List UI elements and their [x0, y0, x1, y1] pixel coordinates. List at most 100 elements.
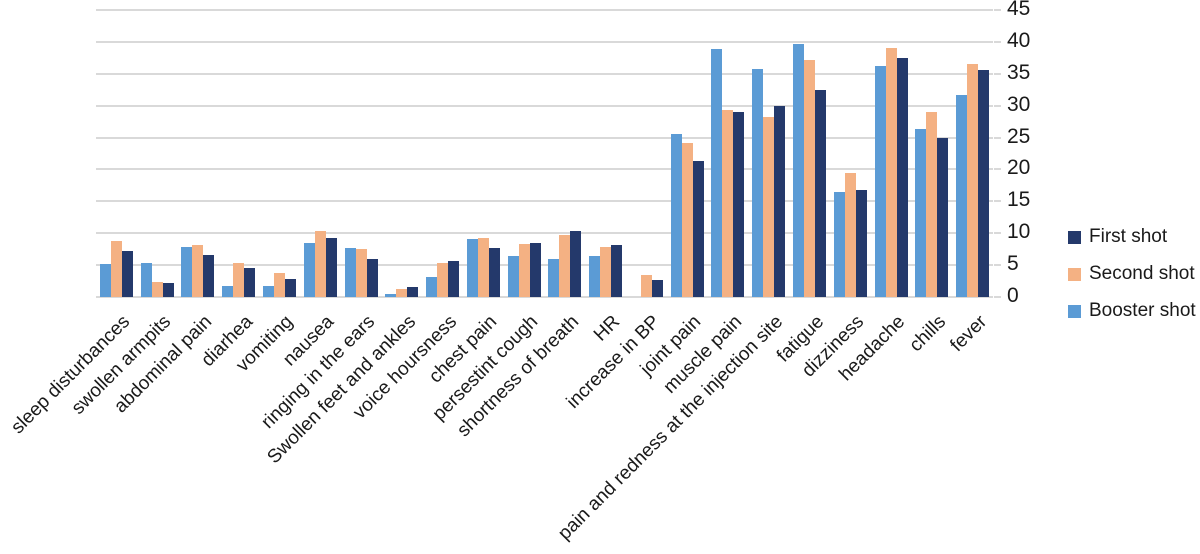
- bar-first-shot-diarhea: [244, 268, 256, 297]
- legend-label-booster-shot: Booster shot: [1089, 300, 1196, 321]
- bar-second-shot-nausea: [314, 230, 326, 297]
- y-tick-5: [994, 264, 1001, 267]
- bar-first-shot-vomiting: [284, 279, 296, 297]
- bar-first-shot-fever: [978, 69, 990, 297]
- y-tick-30: [994, 104, 1001, 107]
- bar-first-shot-swollen-feet-and-ankles: [407, 287, 419, 297]
- bar-first-shot-hr: [611, 244, 623, 297]
- y-axis-label-15: 15: [1007, 188, 1031, 212]
- gridline-40: [96, 40, 993, 43]
- bar-first-shot-dizziness: [855, 189, 867, 297]
- bar-first-shot-chills: [937, 138, 949, 297]
- bar-booster-shot-sleep-disturbances: [99, 263, 111, 297]
- y-tick-35: [994, 72, 1001, 75]
- bar-booster-shot-abdominal-pain: [181, 247, 193, 297]
- legend-swatch-second-shot: [1068, 267, 1081, 281]
- legend-label-second-shot: Second shot: [1089, 263, 1195, 284]
- y-tick-15: [994, 200, 1001, 203]
- gridline-20: [96, 168, 993, 171]
- bar-first-shot-sleep-disturbances: [121, 251, 133, 297]
- y-tick-40: [994, 40, 1001, 43]
- y-axis-label-0: 0: [1007, 284, 1019, 308]
- bar-booster-shot-headache: [874, 66, 886, 297]
- bar-first-shot-swollen-armpits: [162, 282, 174, 297]
- bar-booster-shot-ringing-in-the-ears: [344, 247, 356, 297]
- legend-label-first-shot: First shot: [1089, 226, 1168, 247]
- bar-booster-shot-chest-pain: [466, 238, 478, 297]
- y-axis-label-40: 40: [1007, 28, 1031, 52]
- bar-second-shot-dizziness: [844, 173, 856, 297]
- bar-first-shot-ringing-in-the-ears: [366, 258, 378, 297]
- y-axis-label-45: 45: [1007, 0, 1031, 21]
- bar-second-shot-joint-pain: [681, 142, 693, 297]
- y-axis-label-25: 25: [1007, 124, 1031, 148]
- y-tick-25: [994, 136, 1001, 139]
- bar-booster-shot-chills: [915, 129, 927, 297]
- bar-booster-shot-hr: [589, 256, 601, 297]
- bar-second-shot-fever: [967, 63, 979, 297]
- y-axis-label-10: 10: [1007, 220, 1031, 244]
- y-tick-20: [994, 168, 1001, 171]
- gridline-10: [96, 232, 993, 235]
- bar-booster-shot-nausea: [303, 242, 315, 297]
- y-axis-label-20: 20: [1007, 156, 1031, 180]
- legend-item-second-shot: Second shot: [1068, 263, 1195, 285]
- bar-second-shot-swollen-armpits: [151, 281, 163, 297]
- gridline-45: [96, 9, 993, 11]
- gridline-30: [96, 104, 993, 107]
- bar-booster-shot-fatigue: [793, 44, 805, 297]
- bar-first-shot-muscle-pain: [733, 112, 745, 297]
- bar-second-shot-abdominal-pain: [192, 245, 204, 297]
- bar-second-shot-ringing-in-the-ears: [355, 248, 367, 297]
- y-axis-label-30: 30: [1007, 92, 1031, 116]
- legend-swatch-first-shot: [1068, 230, 1081, 244]
- bar-booster-shot-muscle-pain: [711, 48, 723, 297]
- bar-second-shot-pain-and-redness-at-the-injection-site: [763, 116, 775, 297]
- bar-booster-shot-dizziness: [833, 192, 845, 297]
- bar-second-shot-fatigue: [804, 59, 816, 297]
- bar-first-shot-nausea: [325, 237, 337, 297]
- bar-second-shot-hr: [600, 247, 612, 297]
- bar-second-shot-increase-in-bp: [640, 274, 652, 297]
- bar-first-shot-fatigue: [815, 90, 827, 297]
- bar-second-shot-chills: [926, 112, 938, 297]
- bar-booster-shot-shortness-of-breath: [548, 259, 560, 297]
- bar-second-shot-vomiting: [273, 273, 285, 297]
- y-axis-label-5: 5: [1007, 252, 1019, 276]
- gridline-15: [96, 200, 993, 203]
- legend-item-booster-shot: Booster shot: [1068, 300, 1196, 322]
- bar-second-shot-chest-pain: [477, 237, 489, 297]
- bar-first-shot-pain-and-redness-at-the-injection-site: [774, 105, 786, 297]
- bar-first-shot-increase-in-bp: [651, 279, 663, 297]
- bar-second-shot-voice-hoursness: [437, 263, 449, 297]
- bar-second-shot-muscle-pain: [722, 110, 734, 297]
- legend-swatch-booster-shot: [1068, 304, 1081, 318]
- y-tick-45: [994, 9, 1001, 11]
- y-tick-10: [994, 232, 1001, 235]
- bar-booster-shot-voice-hoursness: [426, 276, 438, 297]
- bar-booster-shot-swollen-feet-and-ankles: [385, 293, 397, 297]
- bar-booster-shot-joint-pain: [670, 133, 682, 297]
- bar-booster-shot-fever: [956, 94, 968, 297]
- gridline-5: [96, 264, 993, 267]
- bar-first-shot-voice-hoursness: [448, 260, 460, 297]
- bar-booster-shot-diarhea: [222, 285, 234, 297]
- bar-first-shot-chest-pain: [488, 247, 500, 297]
- legend-item-first-shot: First shot: [1068, 226, 1167, 248]
- bar-booster-shot-pain-and-redness-at-the-injection-site: [752, 69, 764, 297]
- y-axis-label-35: 35: [1007, 60, 1031, 84]
- bar-booster-shot-vomiting: [262, 285, 274, 297]
- bar-booster-shot-swollen-armpits: [140, 263, 152, 297]
- bar-second-shot-sleep-disturbances: [110, 240, 122, 297]
- bar-booster-shot-persestint-cough: [507, 256, 519, 297]
- bar-first-shot-abdominal-pain: [203, 254, 215, 297]
- bar-first-shot-headache: [896, 58, 908, 297]
- bar-first-shot-persestint-cough: [529, 243, 541, 297]
- gridline-25: [96, 136, 993, 139]
- bar-second-shot-shortness-of-breath: [559, 235, 571, 297]
- bar-second-shot-headache: [885, 48, 897, 297]
- y-tick-0: [994, 296, 1001, 298]
- gridline-0: [96, 296, 993, 298]
- bar-first-shot-joint-pain: [692, 161, 704, 297]
